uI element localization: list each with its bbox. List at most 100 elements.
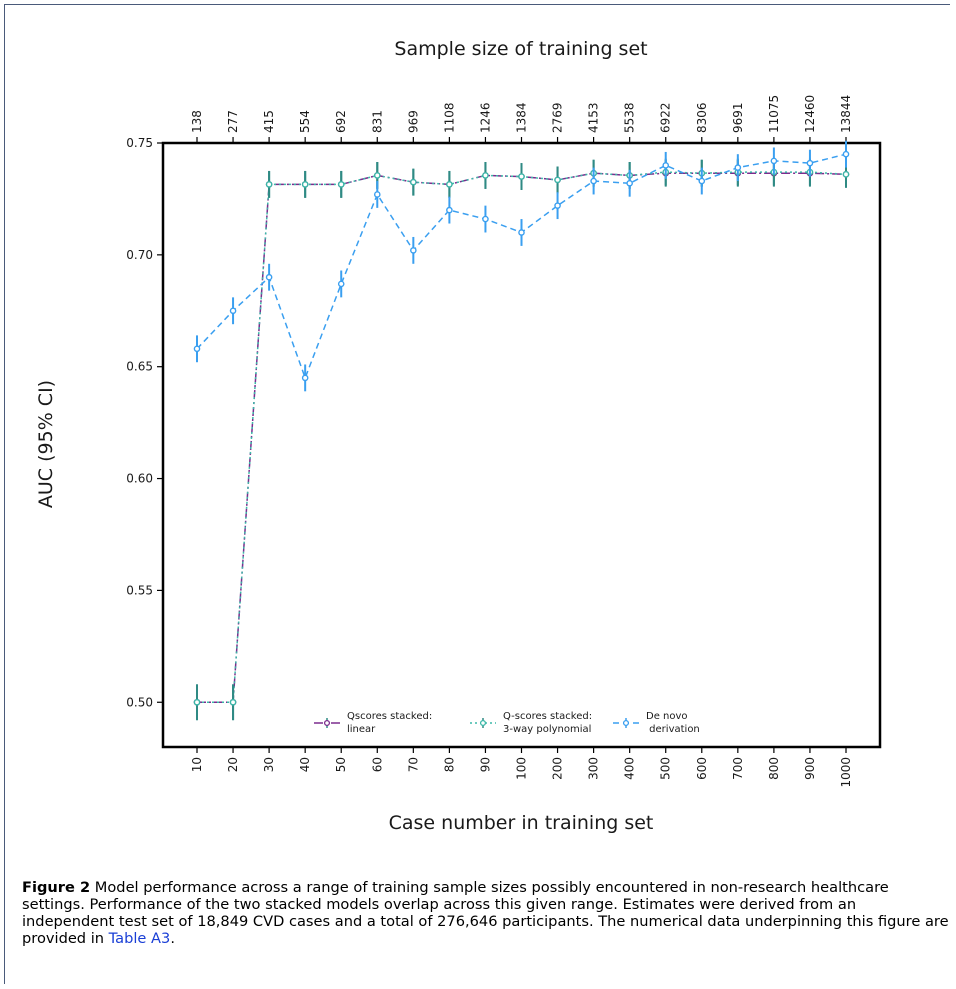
- top-tick-label: 2769: [551, 102, 565, 133]
- legend-label: De novo derivation: [646, 711, 700, 735]
- data-point: [337, 280, 345, 288]
- x-tick-label: 500: [659, 757, 673, 780]
- top-tick-label: 554: [298, 110, 312, 133]
- x-tick-label: 10: [190, 757, 204, 772]
- data-point: [482, 215, 489, 223]
- legend-label-line: Qscores stacked:: [347, 711, 432, 722]
- data-point: [410, 247, 417, 254]
- top-tick-label: 138: [190, 110, 204, 133]
- x-tick-label: 40: [298, 757, 312, 772]
- data-point: [373, 191, 381, 198]
- data-point: [662, 162, 670, 169]
- x-tick-label: 200: [551, 757, 565, 780]
- data-point: [193, 698, 201, 706]
- series-layer: [193, 140, 850, 721]
- data-point: [626, 179, 633, 187]
- series-2: [193, 158, 850, 721]
- top-tick-label: 1384: [515, 102, 529, 133]
- top-tick-label: 969: [406, 110, 420, 133]
- legend-label-line: derivation: [646, 724, 700, 735]
- x-tick-label: 100: [515, 757, 529, 780]
- data-point: [518, 229, 525, 236]
- axes-layer: 0.75 0.70 0.65 0.60 0.55 0.50 10 20 30 40 50 60 70 80…: [126, 95, 882, 788]
- caption-label: Figure 2: [22, 879, 91, 896]
- data-point: [446, 206, 453, 214]
- x-tick-label: 60: [370, 757, 384, 772]
- legend: Qscores stacked: linear Q-scores stacked: 3…: [314, 711, 700, 735]
- data-point: [518, 173, 525, 180]
- data-point: [806, 159, 814, 167]
- top-tick-label: 12460: [803, 95, 817, 133]
- series-3: [193, 140, 850, 392]
- data-point: [337, 181, 345, 188]
- legend-swatch-point: [479, 719, 487, 727]
- x-tick-label: 90: [478, 757, 492, 772]
- x-tick-label: 80: [442, 757, 456, 772]
- x-tick-label: 20: [226, 757, 240, 772]
- data-point: [265, 181, 273, 188]
- x-tick-label: 1000: [839, 757, 853, 788]
- legend-label-line: Q-scores stacked:: [503, 711, 592, 722]
- y-tick-label: 0.50: [126, 695, 153, 709]
- y-axis-title: AUC (95% CI): [35, 380, 57, 508]
- x-tick-label: 300: [587, 757, 601, 780]
- legend-label: Qscores stacked: linear: [347, 711, 432, 735]
- data-point: [734, 164, 742, 171]
- data-point: [265, 273, 273, 281]
- data-point: [770, 157, 778, 165]
- x-tick-label: 50: [334, 757, 348, 772]
- top-tick-label: 8306: [695, 102, 709, 133]
- data-point: [842, 171, 850, 178]
- data-point: [193, 345, 201, 353]
- top-tick-label: 1108: [442, 102, 456, 133]
- figure-frame: [4, 4, 950, 984]
- auc-line-chart: Sample size of training set Case number …: [35, 38, 882, 834]
- data-point: [698, 177, 706, 185]
- data-point: [229, 307, 237, 315]
- top-tick-label: 4153: [587, 102, 601, 133]
- top-tick-label: 692: [334, 110, 348, 133]
- top-tick-label: 5538: [623, 102, 637, 133]
- top-axis-title: Sample size of training set: [394, 38, 647, 60]
- table-a3-link[interactable]: Table A3: [108, 930, 171, 947]
- series-line: [197, 172, 847, 704]
- data-point: [554, 202, 561, 209]
- x-tick-label: 800: [767, 757, 781, 780]
- top-tick-label: 1246: [478, 102, 492, 133]
- x-tick-label: 600: [695, 757, 709, 780]
- top-tick-label: 831: [370, 110, 384, 133]
- y-tick-label: 0.70: [126, 248, 153, 262]
- legend-label-line: 3-way polynomial: [503, 724, 591, 735]
- data-point: [482, 172, 489, 179]
- y-tick-label: 0.55: [126, 583, 153, 597]
- legend-swatch-point: [323, 719, 331, 727]
- data-point: [446, 181, 453, 188]
- data-point: [229, 698, 237, 706]
- legend-label-line: De novo: [646, 711, 688, 722]
- data-point: [373, 172, 381, 179]
- x-tick-label: 30: [262, 757, 276, 772]
- top-tick-label: 277: [226, 110, 240, 133]
- legend-label: Q-scores stacked: 3-way polynomial: [503, 711, 592, 735]
- x-tick-label: 700: [731, 757, 745, 780]
- data-point: [554, 176, 561, 184]
- top-tick-label: 13844: [839, 95, 853, 133]
- y-tick-label: 0.65: [126, 360, 153, 374]
- x-tick-label: 900: [803, 757, 817, 780]
- legend-label-line: linear: [347, 724, 376, 735]
- data-point: [301, 374, 309, 382]
- series-line: [197, 171, 847, 704]
- top-tick-label: 9691: [731, 102, 745, 133]
- top-tick-label: 6922: [659, 102, 673, 133]
- data-point: [410, 178, 417, 186]
- x-tick-label: 400: [623, 757, 637, 780]
- data-point: [842, 150, 850, 158]
- data-point: [301, 181, 309, 188]
- figure-caption: Figure 2 Model performance across a rang…: [22, 879, 952, 947]
- y-tick-label: 0.60: [126, 472, 153, 486]
- x-tick-label: 70: [406, 757, 420, 772]
- top-tick-label: 415: [262, 110, 276, 133]
- x-axis-title: Case number in training set: [389, 812, 654, 834]
- data-point: [590, 177, 597, 185]
- caption-text: Model performance across a range of trai…: [22, 879, 949, 947]
